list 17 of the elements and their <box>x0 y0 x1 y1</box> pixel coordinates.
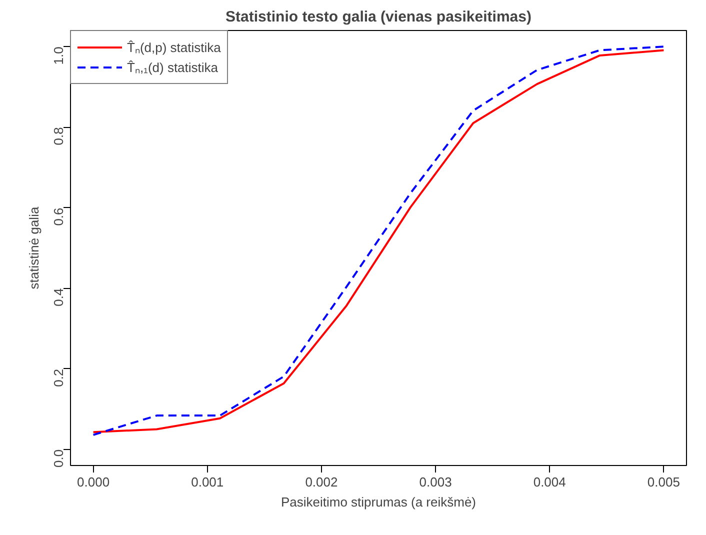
legend-label: T̂ₙ,₁(d) statistika <box>127 59 218 76</box>
y-tick-label: 1.0 <box>51 46 66 65</box>
y-tick-label: 0.0 <box>51 449 66 468</box>
x-tick-label: 0.004 <box>533 474 566 490</box>
x-tick-label: 0.003 <box>419 474 452 490</box>
y-axis-title: statistinė galia <box>26 206 42 290</box>
y-tick-label: 0.6 <box>51 208 66 226</box>
x-tick-label: 0.000 <box>77 474 110 490</box>
y-tick-label: 0.8 <box>51 127 66 146</box>
y-tick-label: 0.4 <box>51 288 66 306</box>
y-tick-label: 0.2 <box>51 368 66 387</box>
x-tick-label: 0.002 <box>305 474 338 490</box>
chart-title: Statistinio testo galia (vienas pasikeitimas) <box>226 8 532 26</box>
legend-label: T̂ₙ(d,p) statistika <box>127 39 221 56</box>
x-tick-label: 0.001 <box>191 474 224 490</box>
x-axis-title: Pasikeitimo stiprumas (a reikšmė) <box>280 494 476 510</box>
x-tick-label: 0.005 <box>647 474 680 490</box>
